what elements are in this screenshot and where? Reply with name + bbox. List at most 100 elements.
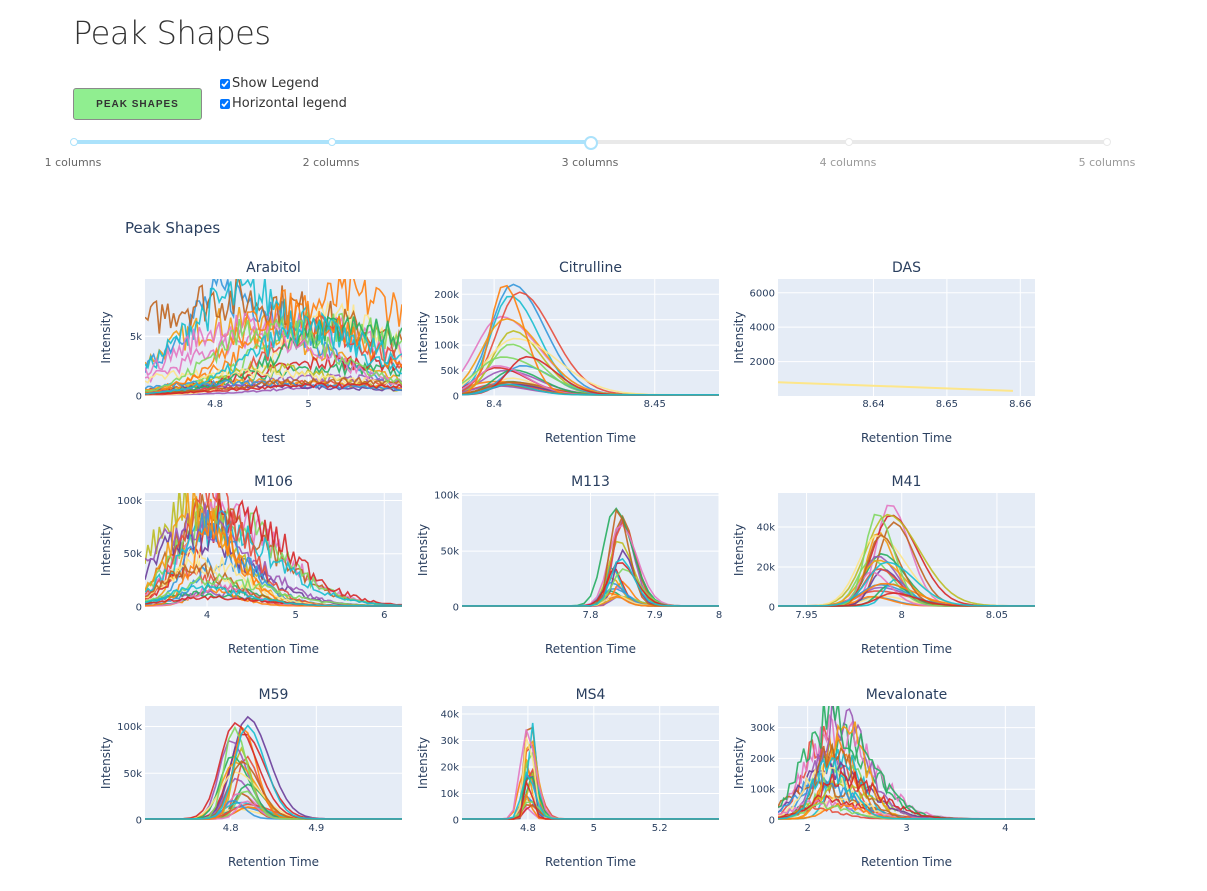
series-line	[145, 379, 402, 391]
x-axis-label: Retention Time	[545, 855, 636, 869]
y-tick-label: 0	[136, 603, 142, 614]
y-tick-label: 200k	[750, 754, 775, 765]
subplot-title: M41	[892, 474, 922, 490]
y-tick-label: 20k	[756, 563, 775, 574]
x-tick-label: 8	[716, 610, 722, 621]
subplot-ms4[interactable]: 4.8 5 5.2 0 10k 20k 30k 40k MS4 Retention Time Int…	[416, 687, 719, 869]
x-tick-label: 4.8	[520, 823, 536, 834]
page-title: Peak Shapes	[73, 14, 271, 52]
series-group	[778, 706, 1035, 820]
slider-mark-3[interactable]: 3 columns	[561, 156, 619, 169]
x-axis-label: Retention Time	[861, 431, 952, 445]
series-line	[145, 376, 402, 395]
series-line	[462, 771, 719, 820]
series-group	[462, 507, 719, 607]
y-tick-label: 100k	[750, 785, 775, 796]
x-tick-label: 8.65	[936, 399, 958, 410]
x-tick-label: 8.64	[862, 399, 884, 410]
series-line	[145, 381, 402, 395]
show-legend-checkbox[interactable]	[220, 78, 230, 89]
y-axis-label: Intensity	[99, 524, 113, 576]
slider-handle[interactable]	[584, 136, 598, 150]
y-axis-label: Intensity	[732, 737, 746, 789]
subplot-arabitol[interactable]: 4.8 5 0 5k Arabitol test Intensity	[99, 260, 402, 445]
x-tick-label: 5	[292, 610, 298, 621]
slider-dot[interactable]	[1103, 138, 1111, 146]
x-tick-label: 5	[305, 399, 311, 410]
subplot-m113[interactable]: 7.8 7.9 8 0 50k 100k M113 Retention Time Intensi…	[416, 474, 722, 656]
x-tick-label: 8	[899, 610, 905, 621]
plot-area	[778, 279, 1035, 396]
y-tick-label: 300k	[750, 723, 775, 734]
y-axis-label: Intensity	[732, 311, 746, 363]
y-tick-label: 5k	[130, 332, 142, 343]
horizontal-legend-option[interactable]: Horizontal legend	[220, 96, 347, 111]
show-legend-label: Show Legend	[232, 76, 319, 91]
x-tick-label: 3	[903, 823, 909, 834]
x-tick-label: 8.05	[986, 610, 1008, 621]
series-line	[145, 279, 402, 359]
subplot-title: M113	[571, 474, 610, 490]
x-axis-label: Retention Time	[228, 855, 319, 869]
slider-mark-2[interactable]: 2 columns	[302, 156, 360, 169]
plot-area	[145, 706, 402, 820]
x-tick-label: 4.8	[223, 823, 239, 834]
y-tick-label: 20k	[440, 762, 459, 773]
x-tick-label: 6	[381, 610, 387, 621]
y-tick-label: 0	[769, 603, 775, 614]
series-line	[778, 756, 1035, 820]
y-axis-label: Intensity	[416, 737, 430, 789]
y-tick-label: 6000	[750, 288, 775, 299]
y-tick-label: 100k	[117, 496, 142, 507]
subplot-mevalonate[interactable]: 2 3 4 0 100k 200k 300k Mevalonate Retention Time…	[732, 687, 1035, 869]
subplot-m106[interactable]: 4 5 6 0 50k 100k M106 Retention Time Intensity	[99, 474, 402, 656]
y-axis-label: Intensity	[416, 311, 430, 363]
x-tick-label: 4.9	[308, 823, 324, 834]
x-tick-label: 7.95	[795, 610, 817, 621]
y-tick-label: 100k	[434, 491, 459, 502]
subplot-citrulline[interactable]: 8.4 8.45 0 50k 100k 150k 200k Citrulline Retenti…	[416, 260, 719, 445]
y-tick-label: 50k	[123, 549, 142, 560]
peak-shapes-button[interactable]: PEAK SHAPES	[73, 88, 202, 120]
slider-mark-1[interactable]: 1 columns	[44, 156, 102, 169]
series-group	[462, 722, 719, 820]
horizontal-legend-label: Horizontal legend	[232, 96, 347, 111]
series-line	[145, 315, 402, 392]
y-tick-label: 0	[136, 816, 142, 827]
x-tick-label: 7.9	[647, 610, 663, 621]
slider-dot[interactable]	[328, 138, 336, 146]
figure-title: Peak Shapes	[125, 219, 221, 237]
x-tick-label: 7.8	[583, 610, 599, 621]
series-line	[145, 724, 402, 820]
slider-dot[interactable]	[845, 138, 853, 146]
y-tick-label: 0	[453, 392, 459, 403]
y-tick-label: 40k	[440, 709, 459, 720]
x-axis-label: Retention Time	[545, 642, 636, 656]
x-tick-label: 2	[804, 823, 810, 834]
y-tick-label: 50k	[440, 547, 459, 558]
y-tick-label: 50k	[440, 366, 459, 377]
series-line	[778, 381, 1014, 392]
horizontal-legend-checkbox[interactable]	[220, 98, 230, 109]
series-group	[778, 504, 1035, 607]
series-group	[778, 381, 1014, 392]
y-tick-label: 0	[769, 816, 775, 827]
subplot-m59[interactable]: 4.8 4.9 0 50k 100k M59 Retention Time Intensity	[99, 687, 402, 869]
y-axis-label: Intensity	[416, 524, 430, 576]
slider-mark-4[interactable]: 4 columns	[819, 156, 877, 169]
slider-mark-5[interactable]: 5 columns	[1078, 156, 1136, 169]
subplot-das[interactable]: 8.64 8.65 8.66 2000 4000 6000 DAS Retention Tim…	[732, 260, 1035, 445]
y-tick-label: 50k	[123, 769, 142, 780]
show-legend-option[interactable]: Show Legend	[220, 76, 319, 91]
x-tick-label: 4	[1002, 823, 1008, 834]
series-line	[145, 367, 402, 387]
y-tick-label: 0	[136, 392, 142, 403]
subplot-m41[interactable]: 7.95 8 8.05 0 20k 40k M41 Retention Time Intensi…	[732, 474, 1035, 656]
slider-dot[interactable]	[70, 138, 78, 146]
series-group	[145, 715, 402, 820]
plot-area	[462, 706, 719, 820]
series-line	[145, 288, 402, 394]
series-line	[145, 582, 402, 607]
y-axis-label: Intensity	[99, 737, 113, 789]
